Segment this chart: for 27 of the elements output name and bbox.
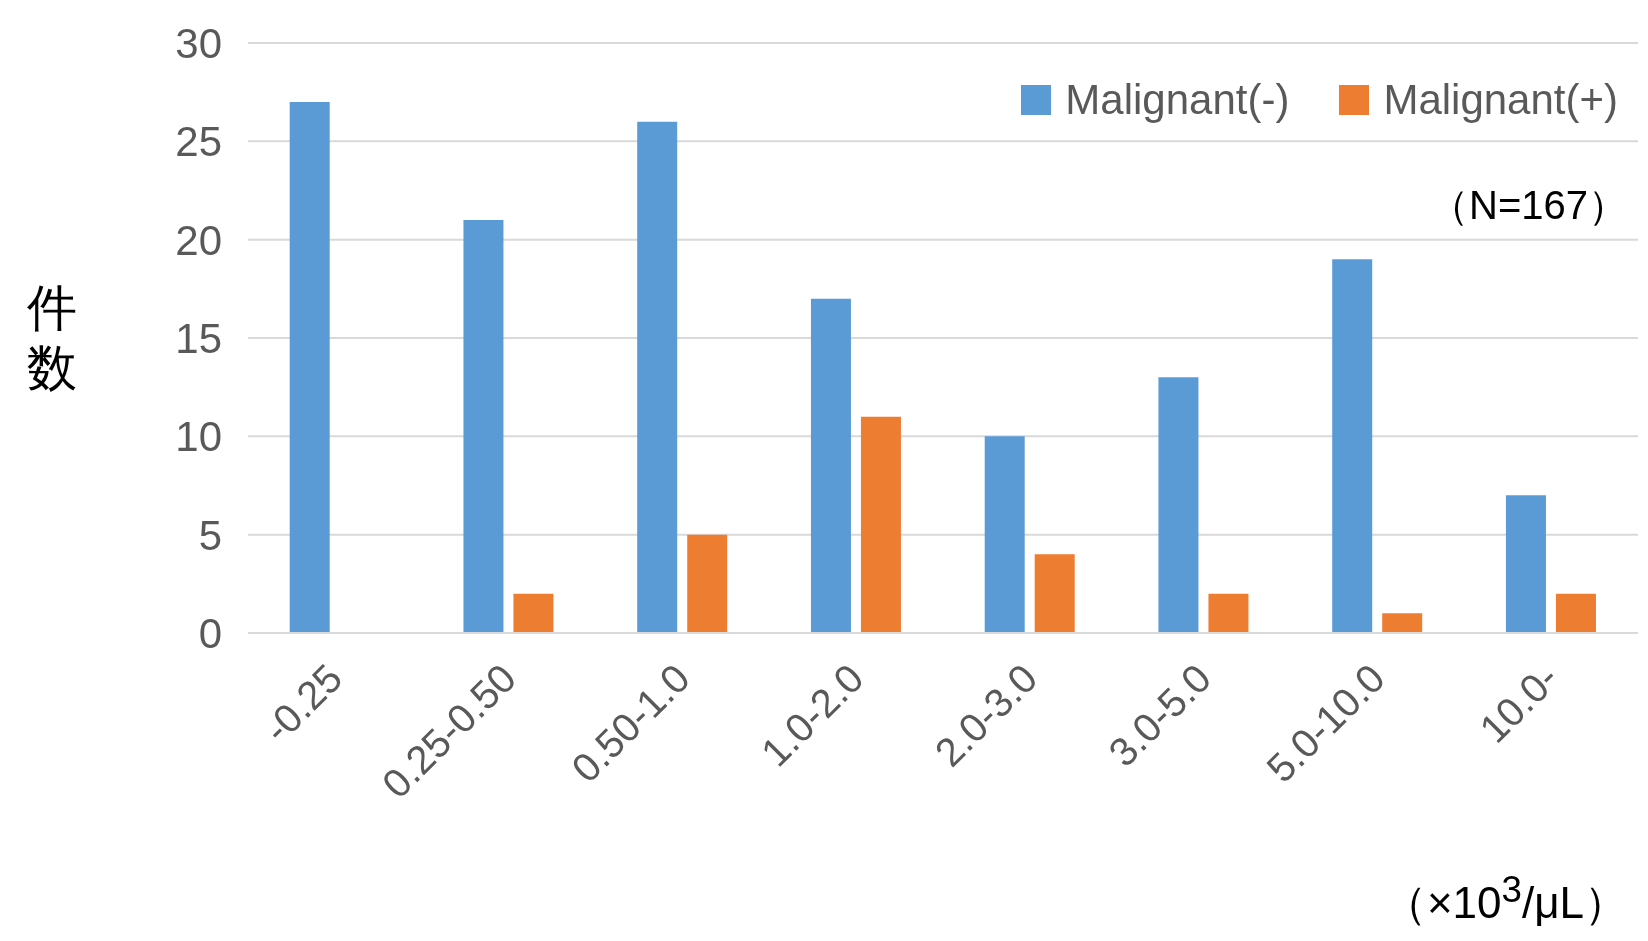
y-tick-label: 5: [198, 511, 222, 559]
bar: [1034, 554, 1075, 633]
y-tick-label: 20: [175, 216, 222, 264]
bar: [1208, 593, 1249, 633]
y-tick-label: 30: [175, 19, 222, 67]
y-tick-label: 10: [175, 413, 222, 461]
bar: [1332, 259, 1373, 633]
y-tick-label: 0: [198, 609, 222, 657]
bar: [289, 102, 330, 633]
bar: [1382, 613, 1423, 633]
y-tick-label: 15: [175, 314, 222, 362]
legend-label: Malignant(+): [1383, 76, 1618, 124]
bar: [637, 121, 678, 633]
bar: [1555, 593, 1596, 633]
bar: [463, 220, 504, 633]
bar: [513, 593, 554, 633]
legend-label: Malignant(-): [1065, 76, 1290, 124]
bar: [1505, 495, 1546, 633]
bar: [1158, 377, 1199, 633]
y-tick-label: 25: [175, 118, 222, 166]
bar: [860, 416, 901, 633]
x-axis-title: （×10$^{3}$/μL）: [1382, 869, 1628, 929]
bar: [687, 534, 728, 633]
bar: [810, 298, 851, 633]
bar: [984, 436, 1025, 633]
y-axis-title: 件数: [26, 279, 78, 398]
annotation: （N=167）: [1429, 182, 1628, 229]
